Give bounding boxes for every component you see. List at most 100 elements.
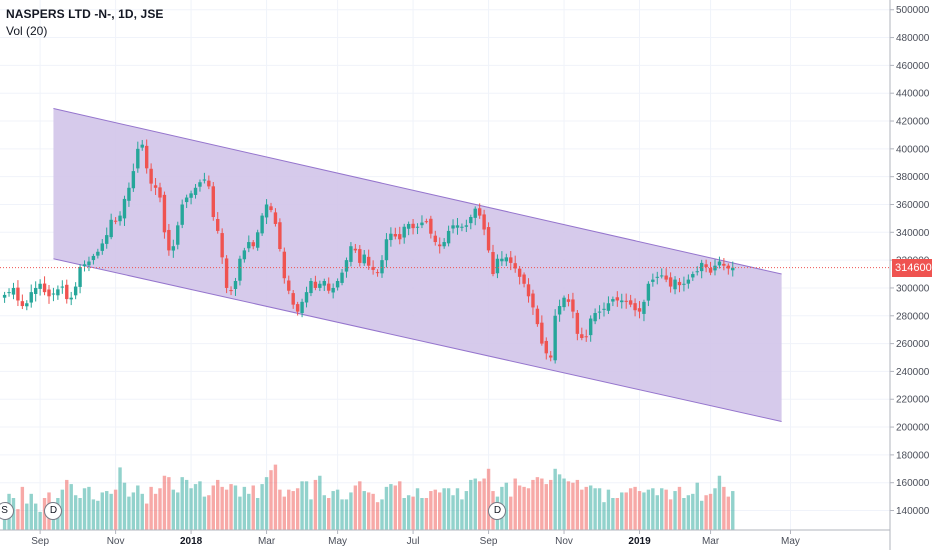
volume-bar: [597, 488, 602, 531]
candle-body: [557, 306, 562, 315]
volume-bar: [522, 486, 526, 531]
candle-body: [144, 145, 149, 169]
candle-body: [580, 334, 584, 339]
volume-bar: [460, 499, 464, 531]
candle-body: [344, 260, 349, 272]
volume-bar: [717, 475, 722, 531]
candle-body: [202, 179, 207, 181]
volume-bar: [220, 486, 224, 531]
volume-bar: [540, 478, 544, 531]
candle-body: [269, 206, 273, 211]
candle-body: [255, 232, 260, 248]
candle-body: [33, 287, 38, 294]
volume-bar: [486, 468, 491, 531]
candle-body: [380, 260, 384, 274]
candle-body: [624, 300, 628, 302]
volume-bar: [513, 478, 517, 531]
event-marker[interactable]: D: [488, 502, 507, 520]
volume-bar: [251, 485, 255, 531]
candle-body: [127, 187, 131, 201]
volume-bar: [269, 470, 273, 531]
candle-body: [438, 244, 442, 247]
candle-body: [704, 264, 708, 268]
x-tick-label: Nov: [555, 536, 573, 547]
volume-bar: [517, 485, 522, 531]
candle-body: [588, 318, 593, 336]
volume-bar: [375, 502, 380, 531]
volume-bar: [366, 492, 371, 531]
volume-bar: [278, 489, 282, 531]
candle-body: [25, 303, 29, 307]
volume-bar: [224, 489, 229, 531]
candle-body: [597, 311, 602, 313]
volume-bar: [544, 484, 548, 531]
volume-bar: [584, 486, 588, 531]
volume-bar: [691, 493, 695, 531]
volume-bar: [664, 489, 668, 531]
candle-body: [677, 281, 682, 286]
candle-body: [300, 301, 304, 314]
volume-indicator-label[interactable]: Vol (20): [6, 24, 48, 38]
event-marker[interactable]: S: [0, 502, 14, 520]
volume-bar: [606, 489, 611, 531]
volume-bar: [469, 479, 473, 531]
volume-bar: [611, 498, 615, 531]
volume-bar: [682, 498, 686, 531]
candle-body: [517, 268, 522, 277]
candle-body: [65, 284, 69, 300]
y-tick-label: 500000: [896, 5, 930, 16]
volume-bar: [180, 477, 184, 531]
candle-body: [180, 204, 184, 225]
x-tick-label: Nov: [107, 536, 125, 547]
candle-body: [295, 304, 300, 312]
x-tick-label: 2018: [180, 536, 203, 547]
y-tick-label: 280000: [896, 311, 930, 322]
volume-bar: [78, 498, 82, 531]
volume-bar: [509, 496, 513, 531]
candle-body: [655, 276, 659, 278]
candle-body: [42, 283, 47, 293]
volume-bar: [313, 479, 318, 531]
volume-bar: [477, 481, 482, 531]
candle-body: [691, 274, 695, 278]
candle-body: [29, 292, 33, 303]
volume-bar: [646, 489, 651, 531]
parallel-channel[interactable]: [53, 108, 782, 422]
candle-body: [318, 283, 322, 288]
event-marker[interactable]: D: [44, 502, 63, 520]
volume-bar: [566, 481, 571, 531]
candle-body: [313, 281, 318, 288]
symbol-title[interactable]: NASPERS LTD -N-, 1D, JSE: [6, 7, 164, 21]
volume-bar: [731, 491, 735, 531]
candle-body: [233, 280, 238, 289]
candle-body: [424, 221, 429, 223]
candle-body: [51, 293, 56, 295]
volume-bar: [482, 478, 486, 531]
volume-bar: [393, 485, 398, 531]
candle-body: [615, 297, 620, 301]
volume-bar: [726, 496, 731, 531]
candle-body: [651, 279, 655, 282]
candle-body: [513, 263, 517, 269]
candle-body: [153, 185, 158, 188]
candle-body: [731, 267, 735, 271]
volume-bar: [451, 495, 455, 531]
candle-body: [575, 312, 580, 334]
candle-body: [451, 225, 455, 229]
volume-bar: [628, 488, 633, 531]
volume-bar: [16, 509, 20, 531]
candle-body: [100, 243, 104, 251]
volume-bar: [349, 492, 353, 531]
candle-body: [7, 292, 11, 294]
channel-fill: [53, 108, 782, 422]
candle-body: [304, 292, 309, 303]
candle-body: [455, 225, 460, 228]
volume-bar: [615, 498, 620, 531]
candle-body: [349, 246, 353, 262]
candle-body: [220, 233, 224, 258]
volume-bar: [362, 491, 366, 531]
candle-body: [406, 223, 411, 229]
volume-bar: [260, 484, 264, 531]
